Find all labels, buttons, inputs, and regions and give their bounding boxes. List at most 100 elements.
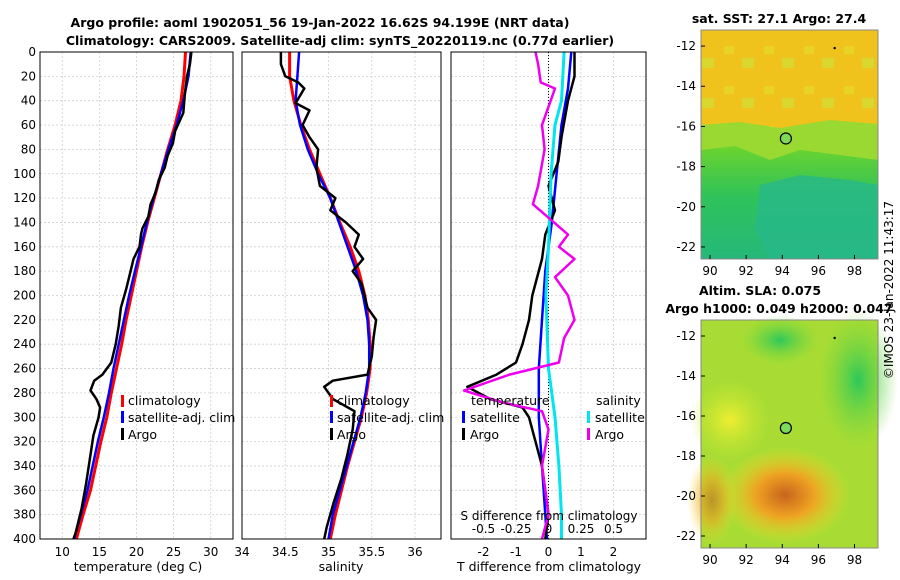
x-tick-label: -1 [510,545,522,559]
x-tick-label: 0 [545,545,553,559]
sst-map [701,30,878,259]
map-x-tick-label: 90 [702,264,717,278]
map-y-tick-label: -18 [676,449,696,463]
map-y-tick-label: -12 [676,329,696,343]
figure-title-line1: Argo profile: aoml 1902051_56 19-Jan-202… [71,15,570,31]
y-tick-label: 300 [13,410,36,424]
x-tick-label: 1 [577,545,585,559]
profile-location-marker [779,132,792,145]
map-y-tick-label: -16 [676,409,696,423]
salinity-legend: climatology satellite-adj. clim Argo [330,393,444,442]
salinity-argo-line [279,52,378,540]
legend-tdiff-argo-swatch [462,428,465,440]
map-y-tick-label: -18 [676,160,696,174]
legend-argo-swatch [330,428,333,440]
figure-title-line2: Climatology: CARS2009. Satellite-adj cli… [66,33,614,49]
map-y-tick-label: -12 [676,39,696,53]
map-y-tick-label: -22 [676,529,696,543]
legend-satellite-swatch [121,411,124,423]
y-tick-label: 60 [21,118,36,132]
y-tick-label: 200 [13,289,36,303]
legend-sdiff-argo-swatch [587,428,590,440]
sla-field-warm [720,447,850,543]
temperature-axes-frame [39,51,234,540]
y-tick-label: 40 [21,94,36,108]
legend-climatology-swatch [330,395,333,407]
legend-climatology-swatch [121,395,124,407]
sla-map-frame [700,319,879,549]
salinity-axes-frame [241,51,442,540]
y-tick-label: 240 [13,337,36,351]
legend-sdiff-satellite-label: satellite [595,410,645,425]
sla-field-yellow [690,380,770,460]
y-tick-label: 380 [13,508,36,522]
x-tick-label: 30 [203,545,218,559]
x-tick-label: -2 [478,545,490,559]
sst-map-frame [700,29,879,260]
x-tick-label: 35 [321,545,336,559]
y-tick-label: 160 [13,240,36,254]
x-tick-label: 2 [610,545,618,559]
map-x-tick-label: 98 [847,264,862,278]
island-marker [833,46,836,50]
sst-field-teal [755,175,878,259]
y-tick-label: 340 [13,459,36,473]
temperature-panel: 0 20 40 60 80 100 120 140 160 180 200 220 240 260 280 3… [13,45,234,559]
sla-map-title-line1: Altim. SLA: 0.075 [699,283,821,298]
map-x-tick-label: 94 [775,553,790,567]
y-tick-label: 80 [21,142,36,156]
legend-climatology-label: climatology [337,393,410,408]
y-tick-label: 400 [13,532,36,546]
x-tick-label: 20 [129,545,144,559]
x-tick-label: 25 [166,545,181,559]
x-tick-label: 10 [55,545,70,559]
tdiff-xlabel: T difference from climatology [456,559,642,574]
map-y-tick-label: -20 [676,489,696,503]
map-y-tick-label: -14 [676,79,696,93]
legend-satellite-swatch [330,411,333,423]
legend-argo-label: Argo [337,427,366,442]
y-tick-label: 320 [13,435,36,449]
s-tick-label: 0.5 [604,522,623,536]
map-y-tick-label: -16 [676,119,696,133]
y-tick-label: 0 [28,45,36,59]
map-y-tick-label: -14 [676,369,696,383]
map-x-tick-label: 96 [811,264,826,278]
x-tick-label: 36 [407,545,422,559]
sla-field-green-north [740,315,820,365]
sst-map-title: sat. SST: 27.1 Argo: 27.4 [692,11,867,26]
sdiff-satellite-line [544,51,566,539]
x-tick-label: 35.5 [358,545,385,559]
temperature-xlabel: temperature (deg C) [74,559,203,574]
sla-map-title-line2: Argo h1000: 0.049 h2000: 0.047 [665,301,892,316]
legend-tdiff-satellite-label: satellite [470,410,520,425]
legend-temperature-title: temperature [471,393,550,408]
x-tick-label: 34.5 [272,545,299,559]
y-tick-label: 280 [13,386,36,400]
legend-satellite-label: satellite-adj. clim [128,410,235,425]
y-tick-label: 20 [21,69,36,83]
map-x-tick-label: 96 [811,553,826,567]
legend-sdiff-satellite-swatch [587,411,590,423]
imos-credit: ©IMOS 23-Jan-2022 11:43:17 [882,201,896,379]
map-y-tick-label: -22 [676,240,696,254]
y-tick-label: 120 [13,191,36,205]
temperature-legend: climatology satellite-adj. clim Argo [121,393,235,442]
s-tick-label: 0.25 [568,522,595,536]
salinity-panel: 34 34.5 35 35.5 36 [234,51,442,559]
salinity-satellite-line [294,51,371,540]
legend-tdiff-satellite-swatch [462,411,465,423]
island-marker [833,336,836,340]
y-tick-label: 140 [13,215,36,229]
map-x-tick-label: 94 [775,264,790,278]
s-tick-label: -0.5 [472,522,495,536]
y-tick-label: 100 [13,167,36,181]
sdiff-argo-line [462,51,576,540]
difference-axes-frame [450,51,647,540]
legend-climatology-label: climatology [128,393,201,408]
map-x-tick-label: 92 [739,553,754,567]
x-tick-label: 34 [234,545,249,559]
y-tick-label: 220 [13,313,36,327]
legend-salinity-title: salinity [596,393,641,408]
